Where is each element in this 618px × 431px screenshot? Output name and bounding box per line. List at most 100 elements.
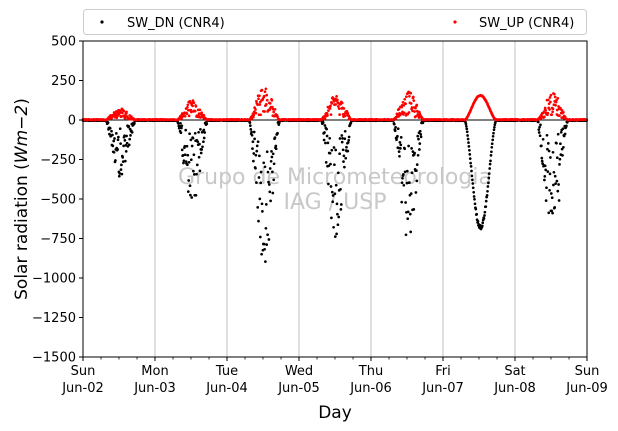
point [408, 94, 411, 98]
point [413, 110, 416, 113]
point [403, 147, 407, 151]
point [110, 129, 113, 133]
point [492, 128, 496, 132]
point [200, 111, 204, 115]
x-tick-date: Jun-05 [277, 381, 320, 396]
point [322, 138, 326, 142]
point [538, 134, 542, 138]
point [254, 111, 258, 115]
point [198, 142, 201, 146]
point [415, 103, 419, 107]
point [419, 135, 423, 139]
point [484, 199, 488, 203]
point [468, 157, 472, 160]
point [276, 131, 279, 135]
y-axis-label: Solar radiation (Wm−2) [12, 98, 32, 300]
point [538, 125, 541, 129]
point [328, 107, 332, 110]
point [190, 144, 194, 148]
point [340, 140, 344, 144]
watermark: Grupo de Micrometeorologia IAG / USP [178, 165, 492, 215]
point [335, 202, 339, 206]
point [128, 137, 132, 141]
point [397, 107, 401, 111]
point [396, 134, 399, 138]
point [547, 149, 551, 153]
x-tick-day: Sun [575, 364, 600, 379]
point [258, 94, 261, 98]
point [343, 129, 347, 133]
point [248, 121, 252, 124]
y-tick-label: 0 [68, 114, 76, 129]
point [339, 187, 342, 191]
x-tick-date: Jun-07 [421, 381, 464, 396]
point [271, 191, 275, 195]
point [408, 181, 411, 184]
point [411, 95, 415, 99]
point [406, 217, 410, 221]
point [325, 134, 329, 138]
x-tick-day: Thu [358, 364, 383, 379]
point [540, 144, 543, 148]
x-tick-date: Jun-09 [565, 381, 608, 396]
point [543, 106, 547, 110]
point [410, 171, 414, 175]
point [262, 161, 266, 165]
point [325, 112, 329, 115]
point [183, 144, 187, 148]
point [417, 137, 420, 141]
point [418, 129, 422, 133]
y-tick-label: −500 [40, 193, 76, 208]
point [409, 230, 413, 234]
point [490, 142, 494, 146]
point [260, 202, 264, 206]
point [555, 179, 559, 183]
point [334, 183, 338, 187]
point [252, 159, 255, 163]
point [202, 113, 206, 117]
point [561, 127, 565, 131]
point [123, 159, 127, 163]
point [407, 144, 410, 148]
point [402, 111, 406, 115]
point [547, 211, 551, 215]
point [186, 190, 190, 193]
point [120, 172, 124, 176]
point [546, 147, 549, 151]
point [200, 148, 204, 151]
point [185, 112, 189, 116]
point [271, 152, 275, 156]
point [414, 114, 418, 118]
point [253, 137, 256, 141]
point [254, 166, 257, 170]
point [473, 202, 477, 206]
y-tick-label: 250 [51, 74, 76, 89]
point [344, 156, 348, 160]
point [117, 174, 121, 178]
point [272, 162, 276, 166]
point [263, 165, 267, 169]
point [409, 192, 413, 195]
point [483, 210, 487, 214]
point [475, 212, 479, 216]
point [416, 153, 420, 157]
point [347, 135, 351, 139]
point [544, 168, 548, 172]
x-tick-day: Fri [435, 364, 451, 379]
point [181, 114, 185, 118]
point [336, 98, 339, 102]
point [327, 109, 330, 112]
point [254, 108, 257, 111]
point [402, 104, 406, 107]
point [553, 174, 557, 178]
point [325, 127, 328, 131]
point [123, 134, 126, 138]
point [335, 95, 338, 98]
point [484, 205, 488, 208]
point [405, 95, 408, 99]
point [273, 108, 277, 111]
point [181, 153, 185, 157]
point [116, 114, 119, 118]
point [263, 110, 266, 113]
point [469, 165, 473, 168]
